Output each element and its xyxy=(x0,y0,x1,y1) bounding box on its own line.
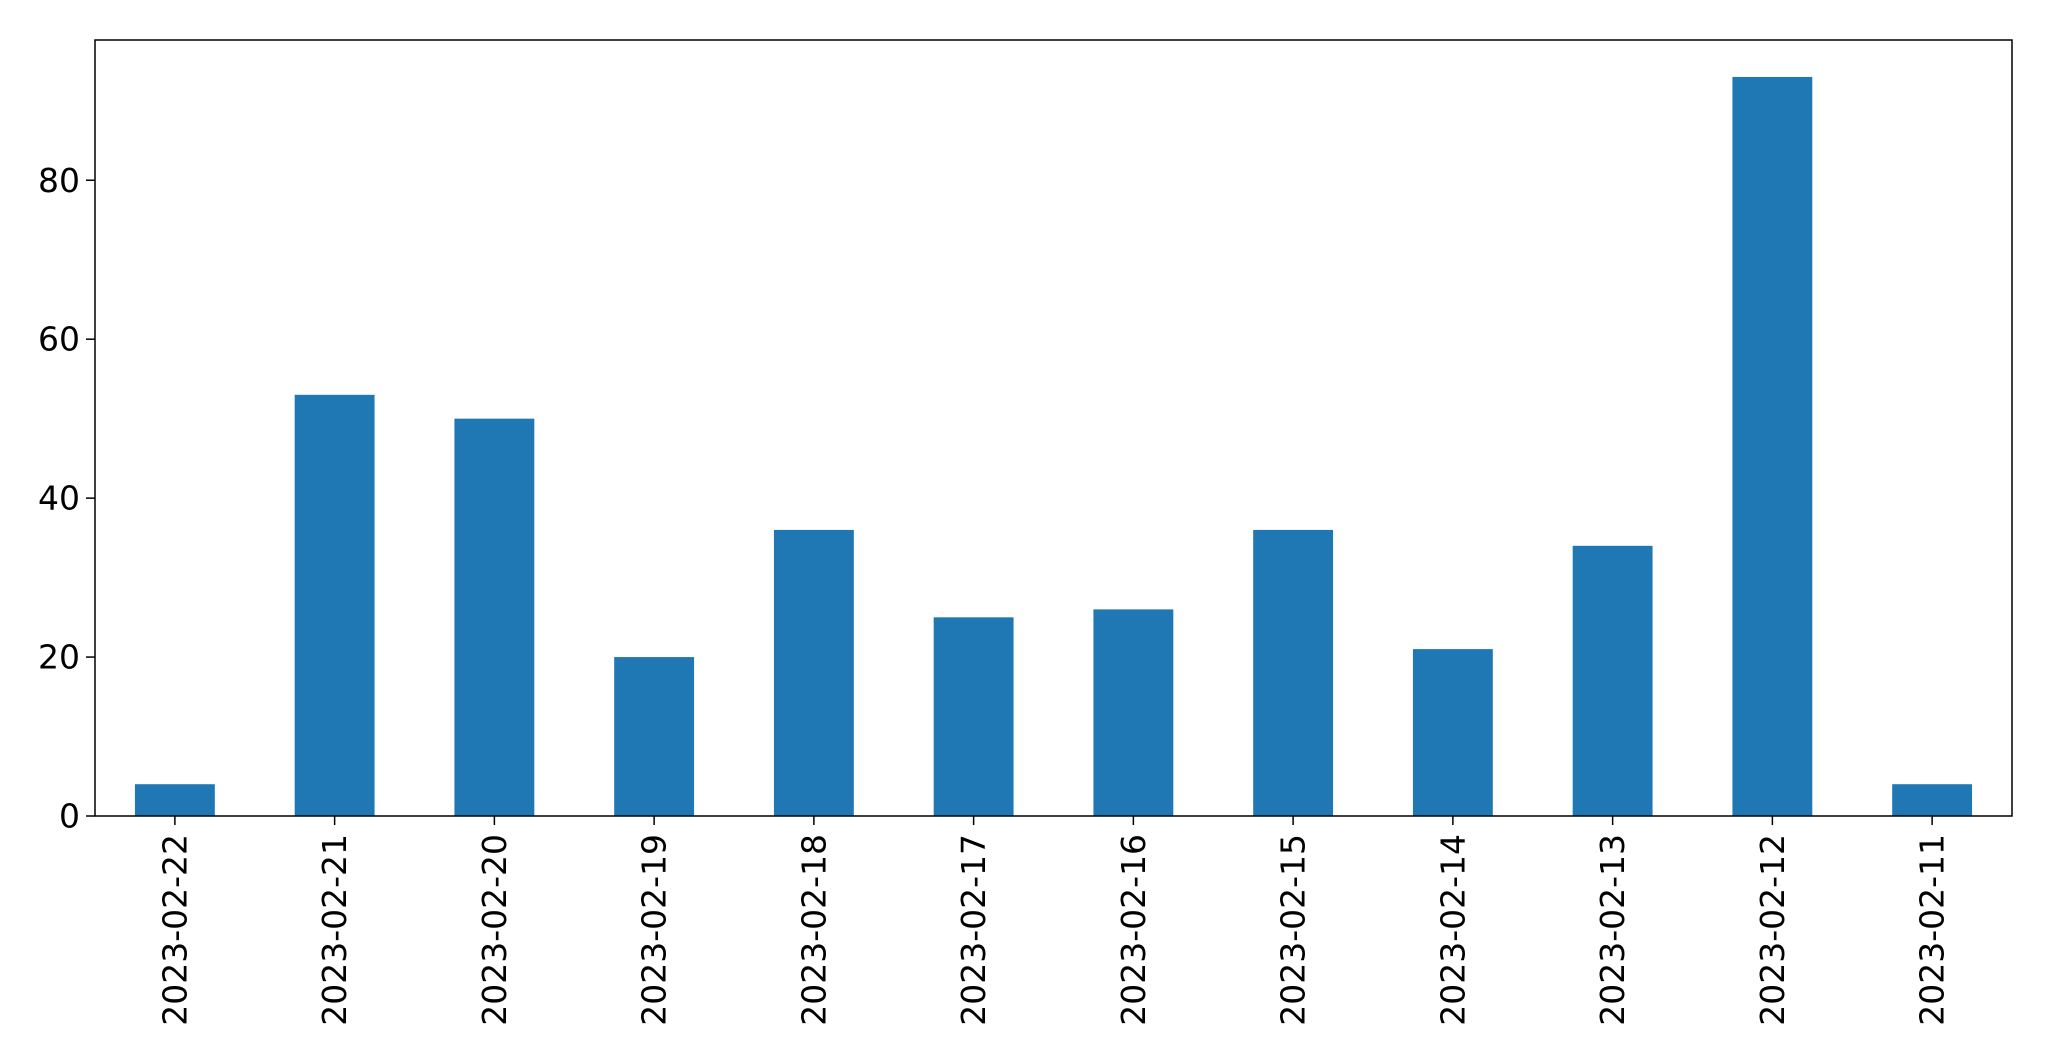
bar-2023-02-18 xyxy=(773,529,854,816)
x-tick-label: 2023-02-11 xyxy=(1913,834,1952,1026)
bar-2023-02-21 xyxy=(294,394,375,816)
bars-layer xyxy=(134,76,1973,816)
x-tick-label: 2023-02-14 xyxy=(1433,834,1472,1026)
bar-2023-02-20 xyxy=(454,418,535,816)
x-tick-label: 2023-02-18 xyxy=(794,834,833,1026)
y-tick-label: 80 xyxy=(38,161,80,200)
bar-2023-02-16 xyxy=(1093,609,1174,816)
x-axis: 2023-02-22 2023-02-21 2023-02-20 2023-02-19… xyxy=(155,816,1952,1026)
bar-2023-02-22 xyxy=(134,784,215,816)
x-tick-label: 2023-02-17 xyxy=(954,834,993,1026)
bar-2023-02-14 xyxy=(1412,649,1493,816)
x-tick-label: 2023-02-22 xyxy=(155,834,194,1026)
bar-2023-02-13 xyxy=(1572,545,1653,816)
bar-2023-02-17 xyxy=(933,617,1014,816)
bar-2023-02-19 xyxy=(614,657,695,816)
bar-2023-02-15 xyxy=(1253,529,1334,816)
y-axis: 0 20 40 60 80 xyxy=(38,161,95,836)
x-tick-label: 2023-02-16 xyxy=(1114,834,1153,1026)
bar-2023-02-12 xyxy=(1732,76,1813,816)
plot-frame xyxy=(94,39,2013,817)
bar-2023-02-11 xyxy=(1892,784,1973,816)
y-tick-label: 40 xyxy=(38,479,80,518)
x-tick-label: 2023-02-12 xyxy=(1753,834,1792,1026)
y-tick-label: 0 xyxy=(59,797,80,836)
x-tick-label: 2023-02-20 xyxy=(475,834,514,1026)
x-tick-label: 2023-02-21 xyxy=(315,834,354,1026)
x-tick-label: 2023-02-19 xyxy=(635,834,674,1026)
y-tick-label: 20 xyxy=(38,638,80,677)
y-tick-label: 60 xyxy=(38,320,80,359)
x-tick-label: 2023-02-15 xyxy=(1274,834,1313,1026)
x-tick-label: 2023-02-13 xyxy=(1593,834,1632,1026)
